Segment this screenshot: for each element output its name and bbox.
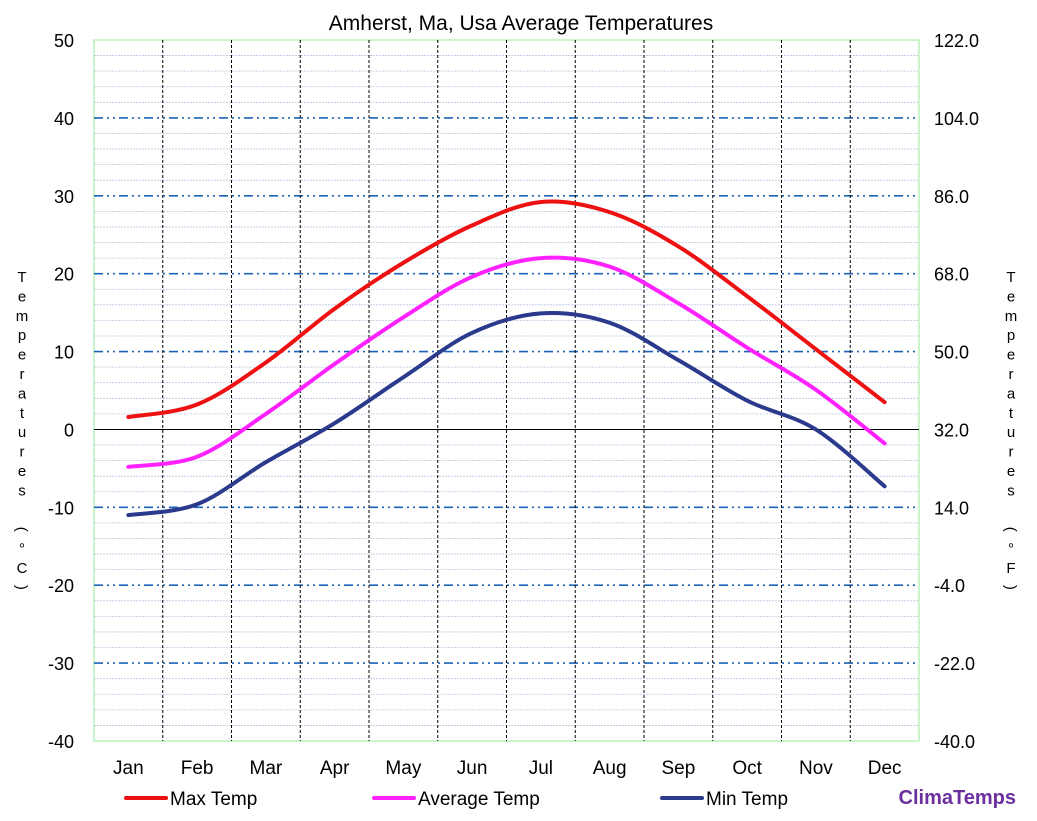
y-tick-label-left: -40 [48, 732, 74, 752]
x-tick-label: Aug [593, 758, 627, 779]
y-tick-label-left: 40 [54, 109, 74, 129]
legend-label-min-temp: Min Temp [706, 789, 788, 810]
y-tick-label-right: 122.0 [934, 31, 979, 51]
x-tick-label: Jun [457, 758, 488, 779]
grid [93, 39, 920, 742]
axis-label-char: F [1006, 560, 1015, 577]
axis-label-char: e [1007, 347, 1015, 364]
y-tick-label-right: 32.0 [934, 420, 969, 440]
y-tick-label-right: 104.0 [934, 109, 979, 129]
brand-logo: ClimaTemps [899, 787, 1016, 809]
axis-label-char: p [18, 327, 26, 344]
axis-label-char: r [20, 366, 25, 383]
axis-label-char: e [18, 347, 26, 364]
x-tick-label: Dec [868, 758, 902, 779]
axis-label-char: T [1006, 269, 1015, 286]
axis-label-char: e [18, 463, 26, 480]
series-line-min-temp [126, 310, 887, 518]
axis-label-char: s [18, 482, 26, 499]
y-tick-label-right: 14.0 [934, 498, 969, 518]
series-line-max-temp [126, 199, 887, 419]
legend-label-average-temp: Average Temp [418, 789, 540, 810]
axis-label-char: ° [1008, 541, 1014, 558]
axis-label-char: T [17, 269, 26, 286]
x-tick-label: Apr [320, 758, 350, 779]
axis-label-char: a [1007, 385, 1016, 402]
y-tick-label-left: 20 [54, 265, 74, 285]
axis-label-char: ° [19, 541, 25, 558]
tick-labels: 50 40 30 20 10 0 -10 -20 -30 -40 122.0 104.0 86.0 68.… [48, 31, 979, 779]
y-tick-label-left: -10 [48, 498, 74, 518]
y-tick-label-right: -40.0 [934, 732, 975, 752]
axis-label-char: ( [13, 527, 30, 532]
x-tick-label: Jan [113, 758, 144, 779]
y-tick-label-right: -4.0 [934, 576, 965, 596]
y-tick-label-right: 86.0 [934, 187, 969, 207]
axis-label-char: r [20, 444, 25, 461]
legend: Max Temp Average Temp Min Temp [124, 789, 788, 810]
axis-label-char: C [17, 560, 28, 577]
axis-label-char: e [1007, 288, 1015, 305]
axis-label-char: u [1007, 424, 1015, 441]
x-tick-label: Feb [181, 758, 214, 779]
axis-label-char: ( [1002, 527, 1019, 532]
x-tick-label: Jul [529, 758, 553, 779]
x-tick-label: Mar [250, 758, 283, 779]
axis-label-char: ) [1002, 585, 1019, 590]
y-tick-label-left: 50 [54, 31, 74, 51]
axis-label-char: r [1009, 444, 1014, 461]
x-tick-label: Oct [732, 758, 762, 779]
y-tick-label-right: 50.0 [934, 343, 969, 363]
axis-label-char: t [1009, 405, 1014, 422]
y-tick-label-left: 0 [64, 420, 74, 440]
axis-label-char: t [20, 405, 25, 422]
y-tick-label-left: 30 [54, 187, 74, 207]
x-tick-label: May [385, 758, 421, 779]
y-tick-label-right: 68.0 [934, 265, 969, 285]
axis-label-char: p [1007, 327, 1015, 344]
axis-label-char: e [18, 288, 26, 305]
axis-label-char: ) [13, 585, 30, 590]
axis-label-char: m [16, 308, 29, 325]
axis-label-char: e [1007, 463, 1015, 480]
y-tick-label-right: -22.0 [934, 654, 975, 674]
axis-label-char: s [1007, 482, 1015, 499]
axis-label-char: u [18, 424, 26, 441]
y-tick-label-left: -20 [48, 576, 74, 596]
y-axis-label-right: Temperatures(°F) [1002, 269, 1019, 590]
axis-label-char: a [18, 385, 27, 402]
y-tick-label-left: -30 [48, 654, 74, 674]
x-tick-label: Sep [661, 758, 695, 779]
chart-title: Amherst, Ma, Usa Average Temperatures [329, 12, 713, 35]
series-line-average-temp [126, 255, 887, 469]
axis-label-char: r [1009, 366, 1014, 383]
y-axis-label-left: Temperatures(°C) [13, 269, 30, 590]
x-tick-label: Nov [799, 758, 833, 779]
legend-label-max-temp: Max Temp [170, 789, 257, 810]
axis-label-char: m [1005, 308, 1018, 325]
series-lines [126, 199, 887, 518]
y-tick-label-left: 10 [54, 343, 74, 363]
